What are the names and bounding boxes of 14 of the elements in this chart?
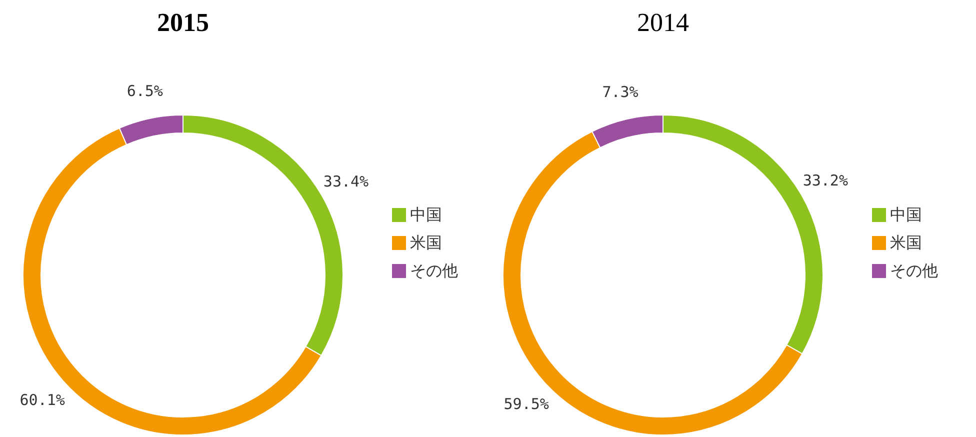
legend-label: 中国 <box>890 204 922 224</box>
legend-label: その他 <box>410 260 458 280</box>
data-label: 7.3% <box>602 82 638 101</box>
legend-label: 中国 <box>410 204 442 224</box>
data-label: 33.4% <box>323 172 369 190</box>
legend-label: 米国 <box>410 232 442 252</box>
legend-label: 米国 <box>890 232 922 252</box>
data-label: 60.1% <box>20 390 65 409</box>
chart-title: 2015 <box>156 8 210 39</box>
legend-label: その他 <box>890 260 938 280</box>
data-label: 33.2% <box>802 171 848 190</box>
data-label: 59.5% <box>504 395 549 414</box>
data-label: 6.5% <box>126 82 163 100</box>
chart-title: 2014 <box>636 8 690 39</box>
